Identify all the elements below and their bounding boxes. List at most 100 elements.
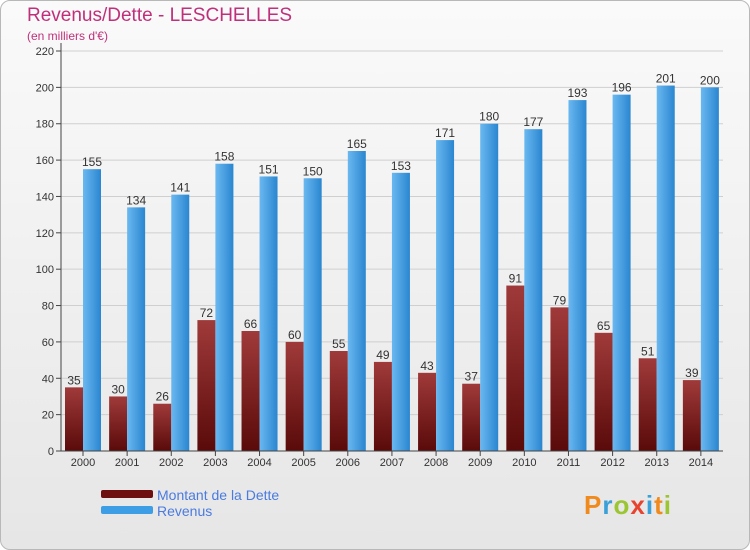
bar-dette xyxy=(329,351,348,451)
data-label-dette: 26 xyxy=(156,390,170,404)
data-label-revenus: 200 xyxy=(700,73,720,87)
x-tick-label: 2004 xyxy=(247,457,271,469)
data-label-dette: 51 xyxy=(641,344,655,358)
data-label-dette: 35 xyxy=(67,373,81,387)
logo-letter: i xyxy=(663,490,672,520)
bar-dette xyxy=(594,332,613,451)
legend-label-revenus: Revenus xyxy=(157,503,213,519)
chart-subtitle: (en milliers d'€) xyxy=(27,29,108,43)
bar-revenus xyxy=(524,129,543,451)
bar-dette xyxy=(153,403,172,451)
x-tick-label: 2006 xyxy=(336,457,360,469)
data-label-dette: 79 xyxy=(553,293,567,307)
x-tick-label: 2014 xyxy=(689,457,713,469)
logo-letter: r xyxy=(602,490,614,520)
legend-label-dette: Montant de la Dette xyxy=(157,487,280,503)
bar-dette xyxy=(373,361,392,451)
data-label-revenus: 196 xyxy=(612,81,632,95)
data-label-revenus: 171 xyxy=(435,126,455,140)
x-tick-label: 2009 xyxy=(468,457,492,469)
bar-dette xyxy=(506,285,525,451)
logo-letter: i xyxy=(645,490,655,520)
proxiti-logo: Proxiti xyxy=(584,490,672,521)
data-label-revenus: 165 xyxy=(347,137,367,151)
x-tick-label: 2008 xyxy=(424,457,448,469)
bar-dette xyxy=(197,320,216,451)
data-label-revenus: 158 xyxy=(214,150,234,164)
legend-swatch-revenus xyxy=(101,506,153,514)
bar-revenus xyxy=(656,85,675,451)
bar-revenus xyxy=(347,151,366,451)
data-label-dette: 30 xyxy=(111,382,125,396)
data-label-dette: 65 xyxy=(597,319,611,333)
data-label-dette: 49 xyxy=(376,348,390,362)
logo-letter: o xyxy=(613,490,631,520)
data-label-dette: 39 xyxy=(685,366,699,380)
bar-dette xyxy=(550,307,569,451)
bar-dette xyxy=(109,396,128,451)
data-label-revenus: 151 xyxy=(259,162,279,176)
bar-dette xyxy=(65,387,83,451)
data-label-revenus: 201 xyxy=(656,72,676,86)
data-label-dette: 66 xyxy=(244,317,258,331)
data-label-dette: 37 xyxy=(465,370,479,384)
bar-revenus xyxy=(83,169,101,451)
y-tick-label: 180 xyxy=(36,119,54,131)
data-label-dette: 43 xyxy=(420,359,434,373)
bar-revenus xyxy=(391,172,410,451)
x-tick-label: 2013 xyxy=(644,457,668,469)
data-label-revenus: 180 xyxy=(479,110,499,124)
legend-swatch-dette xyxy=(101,490,153,498)
bar-dette xyxy=(638,358,657,451)
y-tick-label: 120 xyxy=(36,228,54,240)
bar-dette xyxy=(241,331,260,451)
bar-revenus xyxy=(612,94,631,452)
data-label-revenus: 141 xyxy=(170,181,190,195)
x-tick-label: 2002 xyxy=(159,457,183,469)
y-tick-label: 140 xyxy=(36,191,54,203)
y-tick-label: 40 xyxy=(42,373,54,385)
bar-revenus xyxy=(700,87,719,451)
bar-revenus xyxy=(127,207,146,451)
data-label-dette: 72 xyxy=(200,306,214,320)
x-tick-label: 2011 xyxy=(557,457,581,469)
data-label-revenus: 134 xyxy=(126,193,146,207)
data-label-revenus: 153 xyxy=(391,159,411,173)
bar-revenus xyxy=(436,140,455,451)
data-label-dette: 91 xyxy=(509,272,523,286)
bar-revenus xyxy=(480,123,499,452)
logo-letter: P xyxy=(584,490,603,520)
data-label-dette: 55 xyxy=(332,337,346,351)
data-label-revenus: 155 xyxy=(82,155,102,169)
data-label-revenus: 150 xyxy=(303,164,323,178)
y-tick-label: 0 xyxy=(48,446,54,458)
bar-revenus xyxy=(303,178,322,452)
logo-letter: x xyxy=(630,490,646,520)
x-tick-label: 2012 xyxy=(600,457,624,469)
y-tick-label: 60 xyxy=(42,337,54,349)
bar-dette xyxy=(462,383,481,451)
logo-letter: t xyxy=(654,490,664,520)
y-tick-label: 20 xyxy=(42,410,54,422)
x-tick-label: 2003 xyxy=(203,457,227,469)
y-tick-label: 220 xyxy=(36,46,54,58)
x-tick-label: 2005 xyxy=(291,457,315,469)
data-label-revenus: 193 xyxy=(567,86,587,100)
x-tick-label: 2000 xyxy=(71,457,95,469)
bar-revenus xyxy=(568,100,587,451)
x-tick-label: 2007 xyxy=(380,457,404,469)
y-tick-label: 160 xyxy=(36,155,54,167)
bar-dette xyxy=(418,372,437,451)
bar-revenus xyxy=(171,194,190,452)
data-label-revenus: 177 xyxy=(523,115,543,129)
bar-dette xyxy=(682,380,701,451)
chart-title: Revenus/Dette - LESCHELLES xyxy=(27,5,293,26)
y-tick-label: 100 xyxy=(36,264,54,276)
y-tick-label: 80 xyxy=(42,301,54,313)
bar-revenus xyxy=(259,176,278,452)
bar-revenus xyxy=(215,163,234,451)
data-label-dette: 60 xyxy=(288,328,302,342)
x-tick-label: 2001 xyxy=(115,457,139,469)
